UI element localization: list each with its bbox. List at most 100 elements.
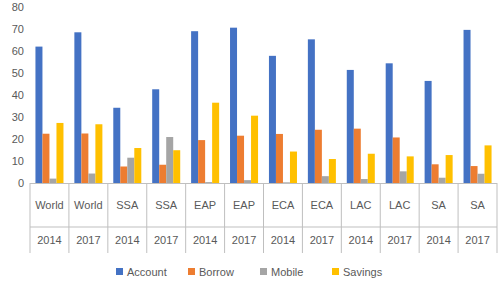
- x-tick-label: SSA: [116, 199, 139, 211]
- x-year-label: 2014: [37, 234, 61, 246]
- category-separator: [185, 183, 186, 253]
- bar: [425, 81, 432, 183]
- chart: 0 10 20 30 40 50 60 70 80 World 2014 World 2017 SSA 20…: [0, 0, 500, 289]
- category-separator: [224, 183, 225, 253]
- legend-swatch: [332, 268, 339, 275]
- x-year-label: 2017: [76, 234, 100, 246]
- bar: [283, 182, 290, 183]
- bar: [120, 167, 127, 184]
- x-year-label: 2017: [310, 234, 334, 246]
- category-separator: [419, 183, 420, 253]
- bar: [329, 159, 336, 183]
- category-row-separator: [30, 227, 497, 228]
- x-tick-label: LAC: [350, 199, 371, 211]
- x-tick-label: LAC: [389, 199, 410, 211]
- bar: [173, 150, 180, 183]
- x-year-label: 2014: [115, 234, 139, 246]
- bar: [439, 178, 446, 183]
- y-tick-label: 70: [12, 23, 24, 35]
- category-separator: [146, 183, 147, 253]
- x-tick-label: EAP: [194, 199, 216, 211]
- bar: [393, 137, 400, 183]
- category-separator: [68, 183, 69, 253]
- y-tick-label: 60: [12, 45, 24, 57]
- bar: [400, 171, 407, 183]
- bar: [322, 176, 329, 183]
- category-separator: [30, 183, 31, 253]
- y-tick-label: 0: [18, 177, 24, 189]
- bar: [81, 134, 88, 184]
- category-separator: [302, 183, 303, 253]
- y-tick-label: 50: [12, 67, 24, 79]
- bar: [113, 108, 120, 183]
- y-tick-label: 30: [12, 111, 24, 123]
- bar: [95, 124, 102, 183]
- bar: [432, 164, 439, 183]
- legend-swatch: [116, 268, 123, 275]
- bar: [308, 39, 315, 183]
- x-tick-label: EAP: [233, 199, 255, 211]
- bar: [56, 123, 63, 183]
- category-separator: [107, 183, 108, 253]
- bar: [464, 30, 471, 183]
- y-tick-label: 10: [12, 155, 24, 167]
- legend-label: Mobile: [271, 266, 303, 278]
- legend: Account Borrow Mobile Savings: [116, 266, 383, 278]
- legend-label: Savings: [343, 266, 383, 278]
- bar: [88, 174, 95, 183]
- bar: [191, 31, 198, 183]
- x-year-label: 2014: [193, 234, 217, 246]
- bar: [244, 180, 251, 183]
- bar: [237, 136, 244, 183]
- x-tick-label: ECA: [311, 199, 334, 211]
- bar: [152, 89, 159, 183]
- bar: [347, 70, 354, 183]
- category-separator: [341, 183, 342, 253]
- category-separator: [458, 183, 459, 253]
- x-year-label: 2017: [465, 234, 489, 246]
- x-year-label: 2014: [271, 234, 295, 246]
- bar: [471, 166, 478, 183]
- x-tick-label: World: [35, 199, 64, 211]
- bar: [407, 156, 414, 183]
- bar: [290, 152, 297, 183]
- bar: [205, 182, 212, 183]
- bar: [269, 56, 276, 183]
- bar: [478, 174, 485, 183]
- y-tick-label: 40: [12, 89, 24, 101]
- x-year-label: 2017: [232, 234, 256, 246]
- bar: [74, 32, 81, 183]
- category-separator: [380, 183, 381, 253]
- bar: [446, 155, 453, 183]
- legend-swatch: [260, 268, 267, 275]
- bar: [134, 148, 141, 183]
- x-tick-label: SSA: [155, 199, 178, 211]
- x-tick-label: ECA: [272, 199, 295, 211]
- y-tick-label: 20: [12, 133, 24, 145]
- bar: [230, 28, 237, 183]
- x-year-label: 2017: [387, 234, 411, 246]
- bar: [386, 63, 393, 183]
- legend-label: Account: [127, 266, 167, 278]
- bar: [166, 137, 173, 183]
- bar: [354, 129, 361, 183]
- x-year-label: 2014: [426, 234, 450, 246]
- x-tick-label: World: [74, 199, 103, 211]
- bars: [35, 28, 491, 183]
- legend-label: Borrow: [199, 266, 234, 278]
- y-tick-label: 80: [12, 1, 24, 13]
- bar: [127, 158, 134, 183]
- bar: [485, 145, 492, 183]
- bar: [49, 179, 56, 183]
- bar: [276, 134, 283, 183]
- bar: [315, 130, 322, 183]
- bar: [251, 116, 258, 183]
- bar: [42, 134, 49, 183]
- x-year-label: 2017: [154, 234, 178, 246]
- bar: [159, 165, 166, 183]
- x-tick-label: SA: [431, 199, 446, 211]
- bar: [212, 103, 219, 183]
- bar: [198, 140, 205, 183]
- category-separator: [497, 183, 498, 253]
- category-separator: [263, 183, 264, 253]
